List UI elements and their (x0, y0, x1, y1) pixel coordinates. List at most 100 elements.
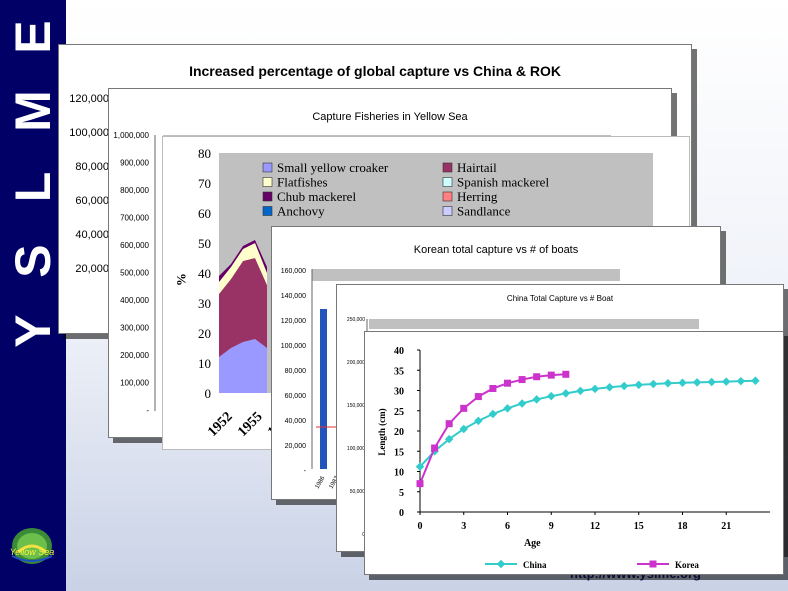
y-tick-label: 20,000 (285, 443, 307, 450)
legend-swatch (262, 162, 273, 173)
y-tick-label: 700,000 (120, 214, 149, 223)
y-tick-label: 60,000 (285, 393, 307, 400)
data-point (707, 377, 716, 387)
y-tick-label: 10 (198, 356, 211, 371)
y-tick-label: 400,000 (120, 296, 149, 305)
sidebar-letter: S (5, 244, 61, 278)
legend-label: Flatfishes (277, 175, 328, 190)
data-point (518, 376, 526, 384)
y-tick-label: 40 (198, 266, 211, 281)
y-tick-label: - (146, 406, 149, 415)
data-point (503, 404, 512, 413)
data-point (751, 376, 760, 386)
y-tick-label: 40 (394, 346, 404, 357)
plot-area-top (369, 319, 699, 329)
y-tick-label: 140,000 (281, 293, 306, 300)
x-tick-label: 1952 (205, 409, 235, 439)
sidebar-letter: Y (5, 314, 61, 348)
chart-slide-growth-curve: 0 5 10 15 20 25 30 35 40 0 3 6 9 12 15 18 21 Length (cm) A… (364, 331, 784, 575)
logo-text: Yellow Sea (10, 547, 55, 557)
y-tick-label: 150,000 (347, 403, 365, 409)
legend-label: Anchovy (277, 204, 325, 219)
y-tick-label: 60 (198, 206, 211, 221)
y-tick-label: 250,000 (347, 317, 365, 323)
x-tick-label: 12 (590, 521, 600, 532)
data-point (722, 377, 731, 386)
legend-swatch (262, 206, 273, 216)
x-axis-label: Age (524, 538, 541, 549)
y-tick-label: 50,000 (350, 489, 366, 495)
y-tick-label: 30 (394, 387, 404, 398)
legend-label: China (523, 560, 547, 570)
y-tick-label: 200,000 (120, 351, 149, 360)
legend-swatch (442, 191, 453, 202)
y-tick-label: 20 (394, 427, 404, 438)
legend-marker (649, 560, 657, 568)
legend-swatch (442, 162, 453, 173)
data-point (634, 380, 643, 390)
y-tick-label: 160,000 (281, 268, 306, 275)
y-tick-label: 100,000 (120, 379, 149, 388)
x-tick-label: 0 (418, 521, 423, 532)
y-tick-label: 60,000 (75, 195, 109, 207)
sidebar-letter: M (5, 90, 61, 132)
y-tick-label: - (304, 468, 307, 475)
x-tick-label: 3 (461, 521, 466, 532)
sidebar-letter: E (5, 20, 61, 54)
y-tick-label: 120,000 (281, 318, 306, 325)
area-series (219, 258, 267, 357)
legend-swatch (262, 191, 273, 202)
y-tick-label: 300,000 (120, 324, 149, 333)
data-point (431, 444, 439, 452)
data-point (678, 378, 687, 388)
x-tick-label: 9 (549, 521, 554, 532)
data-point (416, 480, 424, 488)
legend-label: Korea (675, 560, 699, 570)
chart-svg: 0 5 10 15 20 25 30 35 40 0 3 6 9 12 15 18 21 Length (cm) A… (377, 346, 770, 570)
y-tick-label: 80,000 (75, 161, 109, 173)
data-point (474, 393, 482, 401)
y-tick-label: 10 (394, 468, 404, 479)
y-tick-label: 30 (198, 296, 211, 311)
data-point (663, 378, 673, 388)
x-tick-label: 1986 (315, 475, 327, 490)
y-tick-label: 70 (198, 176, 211, 191)
legend-swatch (442, 177, 453, 187)
y-tick-label: 120,000 (69, 93, 109, 105)
legend-swatch (442, 206, 453, 216)
legend-swatch (262, 177, 273, 187)
legend-label: Chub mackerel (277, 189, 356, 204)
y-tick-label: 200,000 (347, 360, 365, 366)
legend-label: Sandlance (457, 204, 511, 219)
area-series (219, 240, 267, 282)
data-point (562, 370, 570, 378)
y-tick-label: 0 (362, 532, 365, 538)
data-point (488, 409, 498, 419)
y-tick-label: 100,000 (281, 343, 306, 350)
data-point (619, 381, 629, 391)
legend-label: Hairtail (457, 160, 497, 175)
data-point (692, 378, 702, 387)
data-point (547, 391, 556, 401)
bar (320, 309, 327, 469)
data-point (605, 383, 614, 392)
y-tick-label: 40,000 (75, 229, 109, 241)
y-tick-label: 900,000 (120, 159, 149, 168)
x-tick-label: 6 (505, 521, 510, 532)
x-tick-label: 18 (678, 521, 688, 532)
y-tick-label: 5 (399, 488, 404, 499)
y-tick-label: 20,000 (75, 263, 109, 275)
data-point (459, 424, 468, 434)
data-point (474, 416, 483, 426)
x-tick-label: 1955 (235, 409, 265, 439)
data-point (590, 384, 600, 394)
legend-label: Small yellow croaker (277, 160, 389, 175)
chart-title: Increased percentage of global capture v… (189, 63, 561, 79)
data-point (532, 395, 541, 404)
y-tick-label: 100,000 (347, 446, 365, 452)
data-point (576, 386, 585, 396)
chart-title: China Total Capture vs # Boat (506, 294, 614, 303)
area-series (219, 243, 267, 294)
data-point (533, 373, 541, 381)
y-tick-label: 80,000 (285, 368, 307, 375)
